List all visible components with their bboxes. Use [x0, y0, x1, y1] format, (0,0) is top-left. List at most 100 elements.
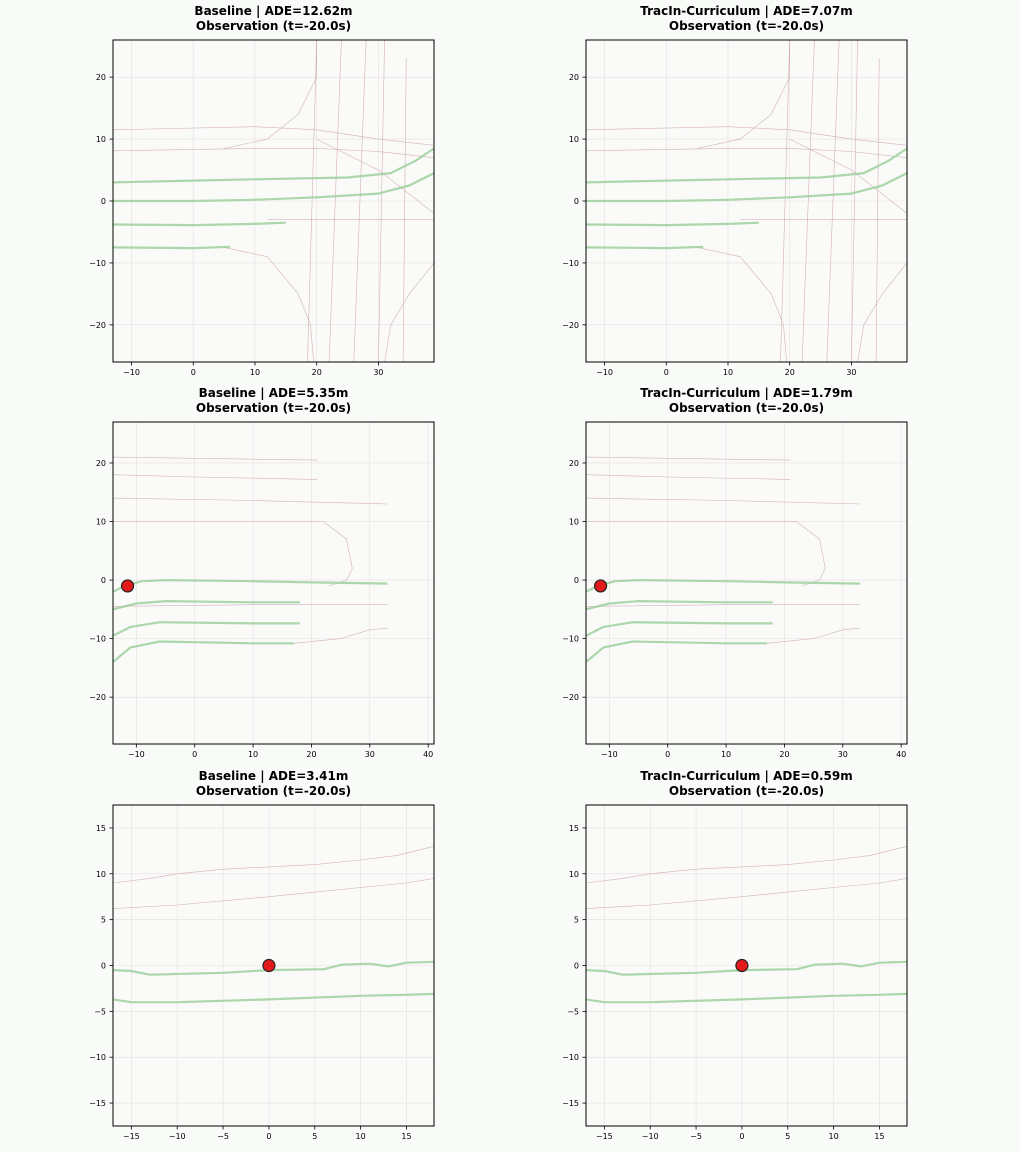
road-edge-line	[586, 878, 907, 909]
road-edge-line	[224, 247, 314, 362]
x-tick-label: 20	[779, 750, 789, 759]
road-edge-line	[113, 846, 434, 884]
y-tick-label: −10	[89, 635, 106, 644]
x-tick-label: 10	[250, 368, 260, 377]
road-edge-line	[113, 497, 388, 505]
plot-content	[113, 40, 434, 362]
road-edge-line	[307, 40, 317, 362]
x-tick-label: −5	[690, 1132, 702, 1141]
chart-subtitle: Observation (t=-20.0s)	[668, 19, 825, 33]
panel-title: TracIn-Curriculum | ADE=1.79m Observatio…	[586, 386, 907, 416]
agent-marker	[120, 579, 135, 593]
y-tick-label: 0	[574, 197, 579, 206]
lane-centerline	[113, 992, 434, 1004]
x-tick-label: −5	[217, 1132, 229, 1141]
x-tick-label: 20	[306, 750, 316, 759]
y-tick-label: 15	[96, 824, 106, 833]
road-edge-line	[586, 148, 907, 158]
chart-title: Baseline | ADE=3.41m	[198, 769, 349, 783]
road-edge-line	[328, 40, 342, 362]
road-edge-line	[113, 456, 318, 461]
lane-centerline	[113, 640, 294, 663]
agent-marker	[262, 958, 276, 973]
road-edge-line	[766, 627, 861, 644]
lane-centerline	[586, 600, 773, 611]
y-tick-label: 10	[96, 870, 106, 879]
y-tick-label: −20	[562, 321, 579, 330]
y-tick-label: 10	[569, 135, 579, 144]
road-edge-line	[378, 40, 385, 362]
road-edge-line	[113, 126, 434, 146]
lane-centerline	[586, 621, 773, 637]
lane-centerline	[586, 172, 907, 203]
chart-subtitle: Observation (t=-20.0s)	[668, 401, 825, 415]
lane-centerline	[113, 245, 231, 250]
x-tick-label: 30	[373, 368, 383, 377]
chart-subtitle: Observation (t=-20.0s)	[668, 784, 825, 798]
x-tick-label: 5	[785, 1132, 790, 1141]
lane-centerline	[113, 960, 434, 976]
y-tick-label: −20	[89, 321, 106, 330]
y-tick-label: 10	[96, 518, 106, 527]
x-tick-label: 20	[785, 368, 795, 377]
y-tick-label: −5	[567, 1007, 579, 1016]
agent-marker	[593, 579, 608, 593]
lane-centerline	[586, 640, 767, 663]
x-tick-label: 0	[665, 750, 670, 759]
y-tick-label: 20	[96, 459, 106, 468]
x-tick-label: 10	[356, 1132, 366, 1141]
y-tick-label: −5	[94, 1007, 106, 1016]
lane-centerline	[586, 992, 907, 1004]
plot-frame	[112, 421, 435, 745]
plot-content	[586, 40, 907, 362]
y-tick-label: −20	[562, 693, 579, 702]
road-edge-line	[402, 58, 407, 362]
y-tick-label: 10	[569, 870, 579, 879]
chart-title: TracIn-Curriculum | ADE=7.07m	[640, 4, 853, 18]
chart-title: Baseline | ADE=5.35m	[198, 386, 349, 400]
road-edge-line	[586, 497, 861, 505]
y-tick-label: 15	[569, 824, 579, 833]
x-tick-label: 10	[829, 1132, 839, 1141]
x-tick-label: 10	[721, 750, 731, 759]
lane-centerline	[113, 621, 300, 637]
road-edge-line	[857, 262, 907, 362]
road-edge-line	[789, 138, 907, 214]
panel-title: Baseline | ADE=5.35m Observation (t=-20.…	[113, 386, 434, 416]
road-edge-line	[113, 148, 434, 158]
y-tick-label: 0	[101, 576, 106, 585]
road-edge-line	[586, 846, 907, 884]
agent-marker	[735, 958, 749, 973]
x-tick-label: 30	[846, 368, 856, 377]
chart-subtitle: Observation (t=-20.0s)	[195, 401, 352, 415]
x-tick-label: 10	[248, 750, 258, 759]
plot-content	[113, 805, 434, 1126]
x-tick-label: −10	[128, 750, 145, 759]
x-tick-label: −15	[123, 1132, 140, 1141]
x-tick-label: −15	[596, 1132, 613, 1141]
y-tick-label: −10	[562, 259, 579, 268]
y-tick-label: −10	[562, 1053, 579, 1062]
y-tick-label: 20	[569, 459, 579, 468]
road-edge-line	[586, 604, 861, 607]
x-tick-label: 30	[838, 750, 848, 759]
x-tick-label: 0	[192, 750, 197, 759]
lane-centerline	[586, 221, 759, 227]
x-tick-label: 0	[739, 1132, 744, 1141]
road-edge-line	[353, 40, 367, 362]
x-tick-label: 40	[896, 750, 906, 759]
chart-title: TracIn-Curriculum | ADE=0.59m	[640, 769, 853, 783]
y-tick-label: 10	[96, 135, 106, 144]
road-edge-line	[875, 58, 880, 362]
y-tick-label: 20	[96, 73, 106, 82]
plot-frame	[585, 421, 908, 745]
road-edge-line	[113, 474, 318, 480]
chart-subtitle: Observation (t=-20.0s)	[195, 19, 352, 33]
y-tick-label: −15	[562, 1099, 579, 1108]
